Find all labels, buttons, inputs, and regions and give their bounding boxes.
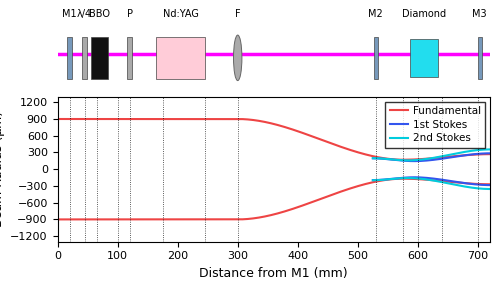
1st Stokes (438, 157, 444, 161)
Text: M1: M1 (62, 9, 77, 19)
1st Stokes (411, 159, 417, 163)
Bar (91, 37, 108, 79)
Bar (410, 39, 438, 77)
Bar (156, 37, 206, 79)
Text: M2: M2 (368, 9, 383, 19)
Fundamental (487, 152, 493, 156)
Fundamental (220, 117, 226, 121)
Y-axis label: Beam Radius (μm): Beam Radius (μm) (0, 111, 4, 227)
2nd Stokes (377, 157, 383, 160)
Text: P: P (126, 9, 132, 19)
Text: Diamond: Diamond (402, 9, 446, 19)
2nd Stokes (370, 156, 376, 160)
1st Stokes (471, 152, 477, 156)
2nd Stokes (444, 154, 450, 157)
Bar (128, 37, 132, 79)
Text: λ/4: λ/4 (77, 9, 92, 19)
Fundamental (54, 117, 60, 121)
1st Stokes (444, 156, 450, 160)
1st Stokes (370, 156, 376, 160)
Fundamental (130, 117, 136, 121)
2nd Stokes (438, 155, 444, 158)
Bar (82, 37, 86, 79)
Text: M3: M3 (472, 9, 487, 19)
Bar (374, 37, 378, 79)
X-axis label: Distance from M1 (mm): Distance from M1 (mm) (200, 267, 348, 280)
1st Stokes (487, 151, 493, 155)
Line: 2nd Stokes: 2nd Stokes (373, 149, 490, 160)
1st Stokes (441, 157, 447, 160)
2nd Stokes (405, 159, 411, 162)
Fundamental (104, 117, 110, 121)
Fundamental (400, 158, 406, 161)
Bar (68, 37, 71, 79)
Fundamental (432, 156, 438, 160)
1st Stokes (377, 157, 383, 160)
Line: 1st Stokes: 1st Stokes (373, 153, 490, 161)
Line: Fundamental: Fundamental (58, 119, 490, 160)
2nd Stokes (459, 151, 465, 154)
Fundamental (239, 117, 245, 121)
2nd Stokes (441, 154, 447, 158)
Ellipse shape (234, 35, 242, 81)
Text: Nd:YAG: Nd:YAG (162, 9, 198, 19)
Fundamental (478, 153, 484, 156)
Text: BBO: BBO (89, 9, 110, 19)
Text: F: F (235, 9, 240, 19)
2nd Stokes (471, 149, 477, 152)
Legend: Fundamental, 1st Stokes, 2nd Stokes: Fundamental, 1st Stokes, 2nd Stokes (386, 102, 485, 147)
Bar (478, 37, 482, 79)
1st Stokes (459, 154, 465, 157)
2nd Stokes (487, 148, 493, 151)
